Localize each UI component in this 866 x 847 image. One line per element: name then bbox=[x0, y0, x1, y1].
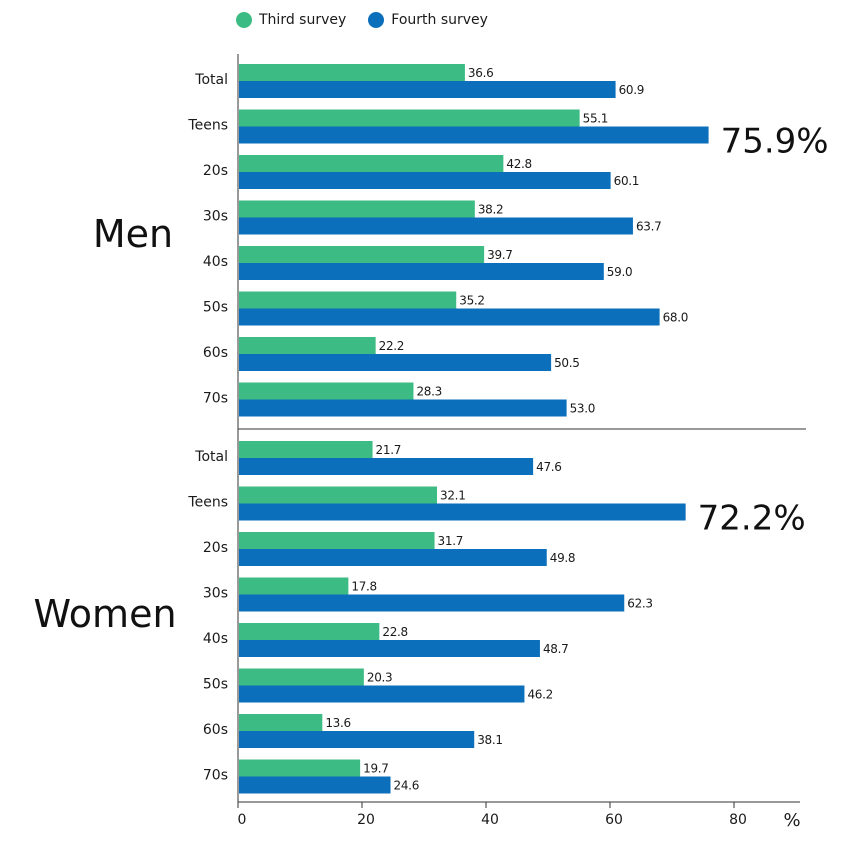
x-tick-label: 40 bbox=[481, 812, 499, 828]
data-label: 36.6 bbox=[468, 66, 494, 80]
x-tick-label: 0 bbox=[238, 812, 247, 828]
data-label: 38.2 bbox=[478, 203, 504, 217]
category-label: Teens bbox=[187, 495, 228, 511]
data-label: 31.7 bbox=[438, 534, 464, 548]
bar-fourth-survey bbox=[239, 172, 611, 189]
category-label: 20s bbox=[203, 163, 228, 179]
data-label: 42.8 bbox=[506, 157, 532, 171]
category-label: 70s bbox=[203, 391, 228, 407]
bar-third-survey bbox=[239, 486, 438, 504]
bar-third-survey bbox=[239, 668, 364, 686]
data-label: 17.8 bbox=[351, 580, 377, 594]
legend: Third survey Fourth survey bbox=[236, 12, 488, 28]
data-label: 19.7 bbox=[363, 762, 389, 776]
data-label: 68.0 bbox=[663, 311, 689, 325]
bar-fourth-survey bbox=[239, 308, 660, 326]
bar-third-survey bbox=[239, 200, 475, 218]
bar-third-survey bbox=[239, 109, 580, 127]
data-label: 38.1 bbox=[477, 733, 503, 747]
bar-third-survey bbox=[239, 441, 373, 458]
bar-fourth-survey bbox=[239, 731, 475, 748]
category-label: Total bbox=[194, 72, 228, 88]
data-label: 28.3 bbox=[416, 385, 442, 399]
data-label: 50.5 bbox=[554, 356, 580, 370]
bar-fourth-survey bbox=[239, 549, 547, 566]
legend-item-third-survey: Third survey bbox=[236, 12, 346, 28]
callout-label: 72.2% bbox=[698, 499, 806, 539]
bar-third-survey bbox=[239, 337, 376, 354]
category-label: 30s bbox=[203, 209, 228, 225]
bar-third-survey bbox=[239, 155, 504, 172]
bar-third-survey bbox=[239, 382, 414, 400]
group-label-men: Men bbox=[93, 212, 173, 256]
legend-item-fourth-survey: Fourth survey bbox=[368, 12, 488, 28]
category-label: Teens bbox=[187, 118, 228, 134]
x-tick-label: 80 bbox=[729, 812, 747, 828]
legend-swatch-fourth-survey bbox=[368, 12, 385, 28]
data-label: 53.0 bbox=[570, 402, 596, 416]
data-label: 39.7 bbox=[487, 248, 513, 262]
data-label: 20.3 bbox=[367, 671, 393, 685]
category-label: 30s bbox=[203, 586, 228, 602]
category-label: 50s bbox=[203, 300, 228, 316]
data-label: 48.7 bbox=[543, 642, 569, 656]
bar-third-survey bbox=[239, 291, 457, 309]
legend-swatch-third-survey bbox=[236, 12, 252, 28]
bar-third-survey bbox=[239, 714, 323, 731]
x-tick-label: 20 bbox=[357, 812, 375, 828]
data-label: 32.1 bbox=[440, 489, 466, 503]
category-label: 60s bbox=[203, 345, 228, 361]
data-label: 22.8 bbox=[382, 625, 408, 639]
bar-fourth-survey bbox=[239, 81, 616, 98]
x-unit-label: % bbox=[783, 810, 800, 831]
bar-fourth-survey bbox=[239, 776, 391, 794]
category-label: 70s bbox=[203, 768, 228, 784]
category-label: 40s bbox=[203, 254, 228, 270]
legend-label-third-survey: Third survey bbox=[259, 12, 347, 28]
data-label: 35.2 bbox=[459, 294, 485, 308]
data-label: 13.6 bbox=[325, 716, 351, 730]
bar-fourth-survey bbox=[239, 217, 633, 235]
data-label: 47.6 bbox=[536, 460, 562, 474]
bar-third-survey bbox=[239, 246, 485, 263]
bar-third-survey bbox=[239, 759, 361, 777]
data-label: 46.2 bbox=[527, 688, 553, 702]
data-label: 59.0 bbox=[607, 265, 633, 279]
bar-fourth-survey bbox=[239, 354, 552, 371]
bar-third-survey bbox=[239, 64, 465, 81]
data-label: 55.1 bbox=[583, 112, 609, 126]
category-label: 50s bbox=[203, 677, 228, 693]
category-label: 40s bbox=[203, 631, 228, 647]
x-tick-label: 60 bbox=[605, 812, 623, 828]
data-label: 24.6 bbox=[394, 779, 420, 793]
data-label: 63.7 bbox=[636, 220, 662, 234]
bar-third-survey bbox=[239, 532, 435, 549]
data-label: 60.1 bbox=[614, 174, 640, 188]
data-label: 49.8 bbox=[550, 551, 576, 565]
bar-third-survey bbox=[239, 577, 349, 595]
data-label: 22.2 bbox=[379, 339, 405, 353]
bar-fourth-survey bbox=[239, 263, 604, 280]
bar-fourth-survey bbox=[239, 594, 625, 612]
bar-fourth-survey bbox=[239, 126, 709, 144]
callout-label: 75.9% bbox=[721, 122, 829, 162]
bar-third-survey bbox=[239, 623, 380, 640]
bar-fourth-survey bbox=[239, 503, 686, 521]
bar-fourth-survey bbox=[239, 685, 525, 703]
category-label: Total bbox=[194, 449, 228, 465]
legend-label-fourth-survey: Fourth survey bbox=[391, 12, 488, 28]
data-label: 60.9 bbox=[619, 83, 645, 97]
group-label-women: Women bbox=[33, 592, 176, 636]
data-label: 62.3 bbox=[627, 597, 653, 611]
bar-fourth-survey bbox=[239, 399, 567, 417]
category-label: 20s bbox=[203, 540, 228, 556]
category-label: 60s bbox=[203, 722, 228, 738]
bar-fourth-survey bbox=[239, 640, 540, 657]
bar-fourth-survey bbox=[239, 458, 534, 475]
data-label: 21.7 bbox=[376, 443, 402, 457]
